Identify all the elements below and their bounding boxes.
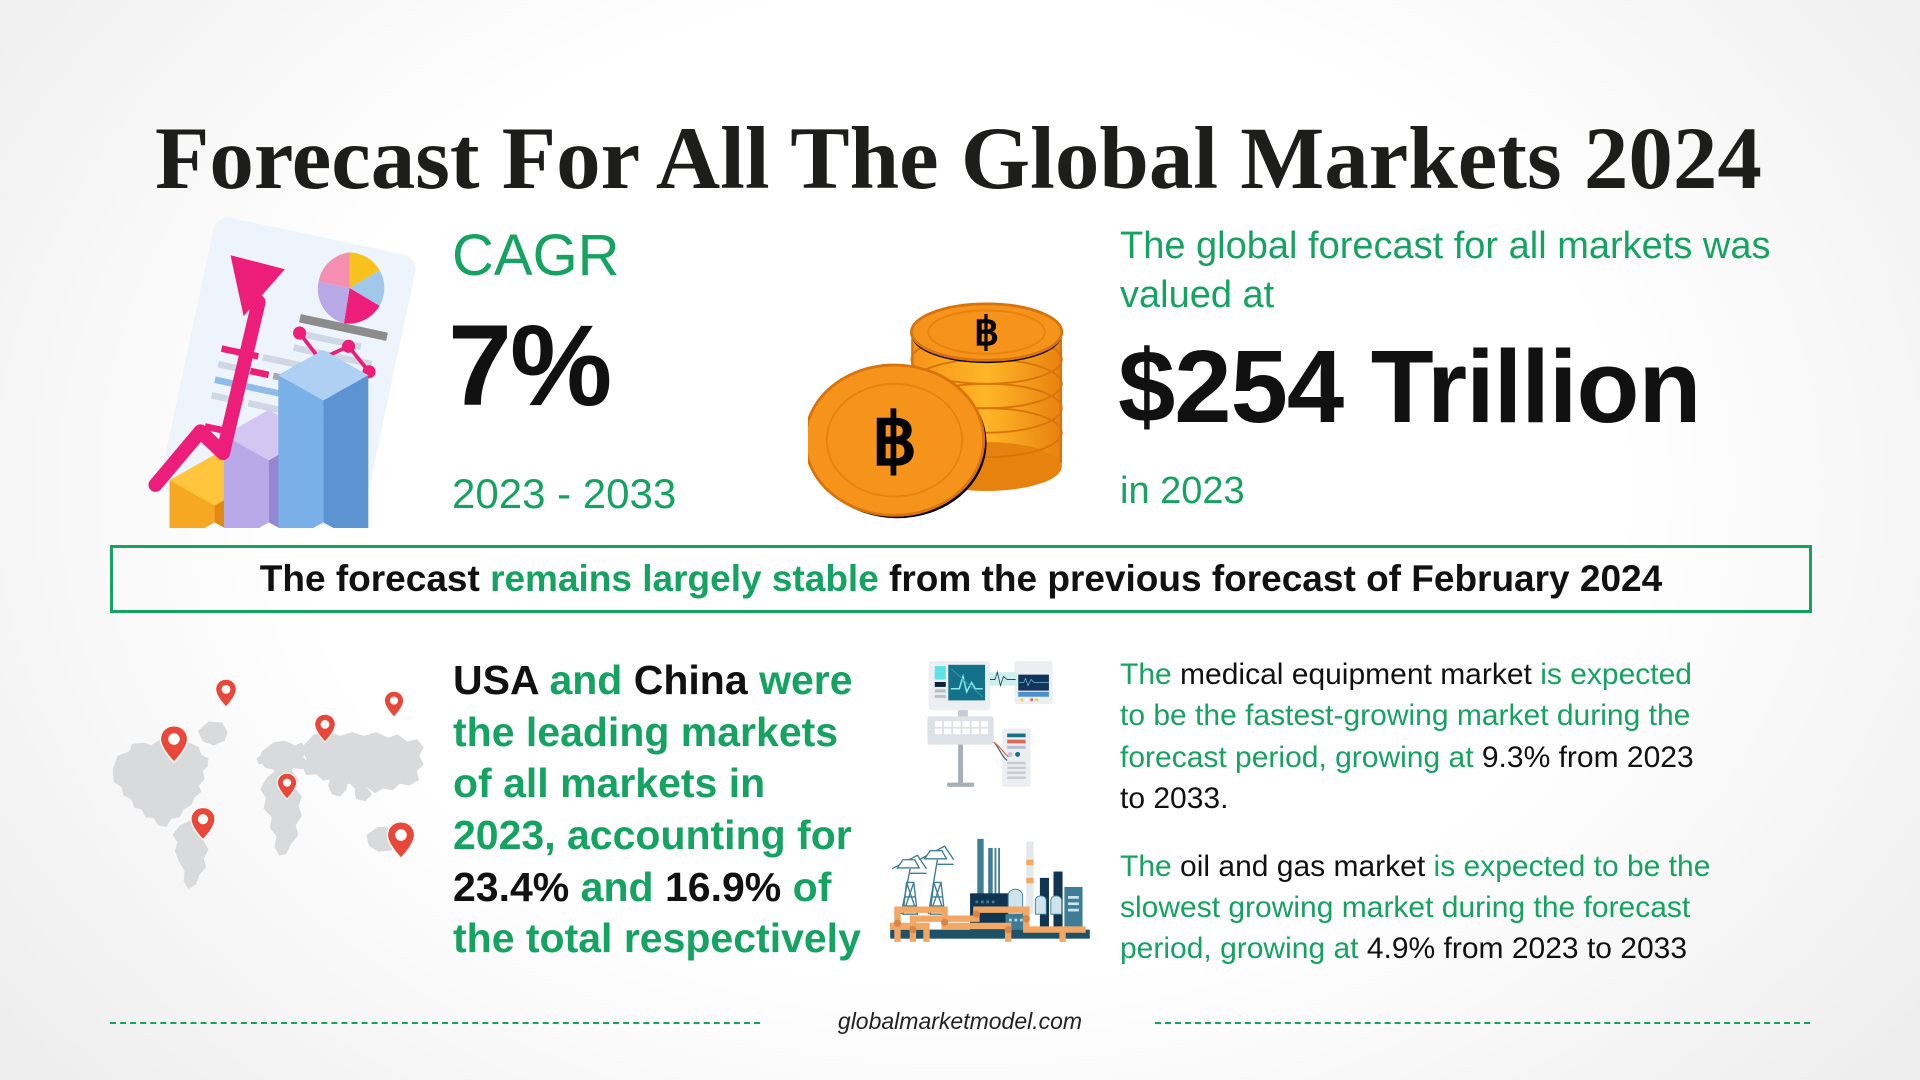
svg-text:฿: ฿ xyxy=(974,310,999,354)
svg-text:฿: ฿ xyxy=(872,402,917,481)
